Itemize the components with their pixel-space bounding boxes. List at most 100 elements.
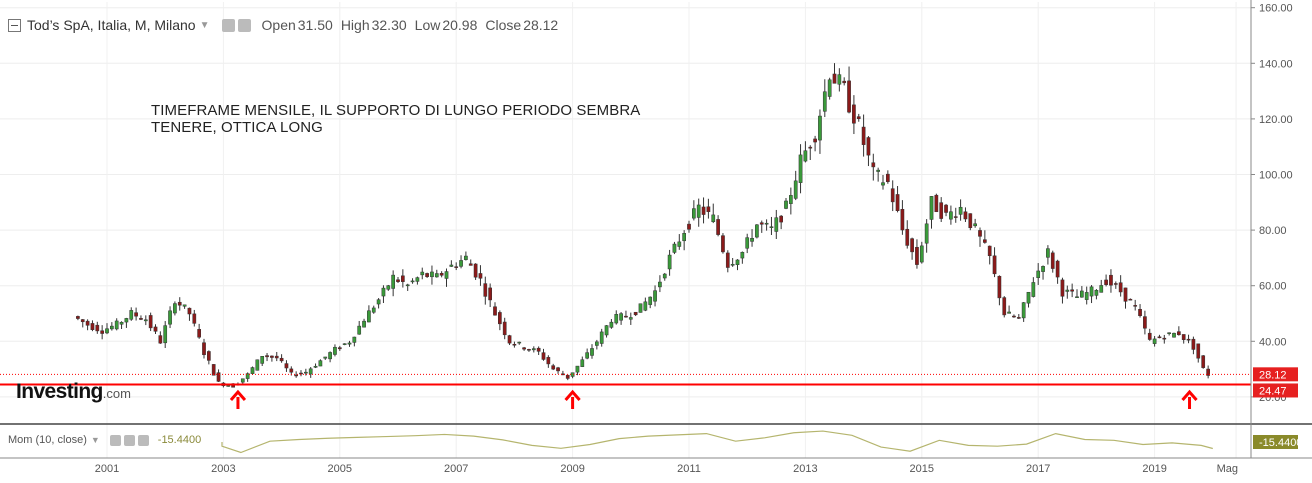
candle-body bbox=[420, 271, 425, 276]
candle-body bbox=[95, 324, 100, 332]
candle-body bbox=[279, 357, 284, 362]
candle-body bbox=[304, 371, 308, 374]
candle-body bbox=[905, 228, 910, 246]
candle-body bbox=[706, 206, 711, 212]
candle-body bbox=[163, 325, 168, 344]
x-tick-label: 2015 bbox=[910, 463, 934, 475]
candle-body bbox=[672, 243, 677, 253]
candle-body bbox=[1075, 296, 1079, 298]
candle-body bbox=[1089, 286, 1094, 297]
candle-body bbox=[1060, 279, 1065, 297]
candle-body bbox=[701, 206, 706, 215]
candle-body bbox=[740, 251, 745, 259]
candle-body bbox=[139, 318, 143, 320]
candle-body bbox=[949, 211, 953, 220]
candle-body bbox=[822, 91, 827, 112]
candle-body bbox=[347, 342, 352, 345]
candle-body bbox=[915, 246, 919, 265]
symbol-title[interactable]: Tod’s SpA, Italia, M, Milano bbox=[27, 17, 196, 33]
eye-icon[interactable] bbox=[109, 434, 121, 446]
candle-body bbox=[789, 195, 793, 204]
candle-body bbox=[750, 237, 754, 242]
candle-body bbox=[386, 285, 391, 290]
close-label: Close bbox=[485, 17, 522, 33]
momentum-label[interactable]: Mom (10, close) bbox=[8, 434, 87, 446]
candle-body bbox=[507, 335, 512, 344]
candle-body bbox=[755, 224, 759, 238]
candle-body bbox=[401, 275, 405, 282]
candle-body bbox=[551, 365, 556, 370]
candle-body bbox=[939, 202, 944, 219]
candle-body bbox=[987, 245, 992, 257]
arrow-head bbox=[564, 389, 581, 401]
candle-body bbox=[197, 329, 202, 338]
collapse-icon[interactable] bbox=[8, 18, 21, 32]
candle-body bbox=[546, 357, 551, 365]
candle-body bbox=[449, 264, 454, 267]
candle-body bbox=[444, 271, 449, 279]
gear-icon[interactable] bbox=[237, 18, 251, 32]
chevron-down-icon[interactable]: ▼ bbox=[90, 435, 100, 445]
momentum-axis-label-text: -15.4400 bbox=[1259, 437, 1302, 449]
y-tick-label: 160.00 bbox=[1259, 3, 1293, 15]
candle-body bbox=[270, 355, 274, 358]
candle-body bbox=[371, 307, 376, 313]
candle-body bbox=[643, 301, 648, 311]
candle-body bbox=[143, 319, 148, 322]
candle-body bbox=[1113, 283, 1118, 285]
arrow-head bbox=[229, 389, 247, 401]
candle-body bbox=[759, 222, 764, 225]
candle-body bbox=[114, 320, 119, 330]
candle-body bbox=[619, 313, 623, 321]
candle-body bbox=[148, 315, 153, 329]
x-tick-label: 2003 bbox=[211, 463, 235, 475]
candle-body bbox=[895, 194, 900, 211]
candle-body bbox=[1177, 331, 1181, 336]
candle-body bbox=[696, 204, 701, 218]
candle-body bbox=[323, 356, 328, 359]
candle-body bbox=[100, 330, 105, 334]
candle-body bbox=[226, 385, 231, 387]
annotation-line-1: TIMEFRAME MENSILE, IL SUPPORTO DI LUNGO … bbox=[151, 102, 641, 119]
candle-body bbox=[716, 219, 720, 235]
close-icon[interactable] bbox=[137, 434, 149, 446]
candle-body bbox=[711, 214, 716, 223]
gear-icon[interactable] bbox=[123, 434, 135, 446]
candle-body bbox=[609, 321, 614, 328]
candle-body bbox=[1046, 248, 1050, 258]
candle-body bbox=[124, 318, 129, 323]
arrow-up-icon bbox=[1181, 389, 1198, 409]
candle-body bbox=[667, 254, 672, 270]
annotation-line-2: TENERE, OTTICA LONG bbox=[151, 119, 323, 136]
chart-annotation[interactable]: TIMEFRAME MENSILE, IL SUPPORTO DI LUNGO … bbox=[151, 102, 640, 136]
candle-body bbox=[1099, 285, 1104, 293]
candle-body bbox=[745, 237, 750, 249]
candle-body bbox=[129, 310, 134, 320]
candle-body bbox=[381, 287, 386, 297]
candle-body bbox=[294, 374, 298, 377]
candle-body bbox=[245, 373, 250, 379]
candle-body bbox=[628, 317, 633, 320]
candle-body bbox=[769, 226, 774, 228]
chevron-down-icon[interactable]: ▼ bbox=[199, 19, 210, 31]
eye-icon[interactable] bbox=[221, 18, 235, 32]
candle-body bbox=[207, 351, 211, 361]
candle-body bbox=[1055, 260, 1060, 278]
x-tick-label: 2019 bbox=[1142, 463, 1166, 475]
candle-body bbox=[813, 138, 817, 143]
x-tick-label: 2017 bbox=[1026, 463, 1050, 475]
candle-body bbox=[847, 80, 851, 113]
candle-body bbox=[367, 310, 371, 323]
candle-body bbox=[1094, 289, 1099, 296]
open-value: 31.50 bbox=[297, 17, 333, 33]
y-tick-label: 120.00 bbox=[1259, 114, 1293, 126]
y-tick-label: 60.00 bbox=[1259, 281, 1287, 293]
candle-body bbox=[541, 352, 546, 360]
candle-body bbox=[832, 73, 837, 84]
candle-body bbox=[968, 213, 973, 229]
candle-body bbox=[1002, 297, 1007, 316]
candle-body bbox=[1206, 368, 1210, 376]
candle-body bbox=[308, 368, 313, 375]
candle-body bbox=[430, 271, 434, 278]
